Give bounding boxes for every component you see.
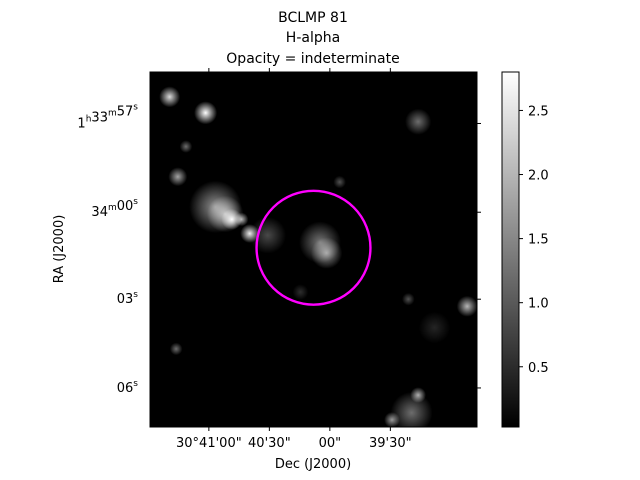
y-tick-label-1: 34m00s <box>91 197 138 220</box>
y-tick-label-2: 03s <box>117 290 139 307</box>
x-axis-label: Dec (J2000) <box>275 457 351 472</box>
image-source-3 <box>168 167 188 187</box>
aperture-circle <box>255 189 372 306</box>
image-source-0 <box>159 86 181 108</box>
image-sources <box>159 86 477 427</box>
chart-title-line-2: H-alpha <box>286 30 340 46</box>
chart-title-line-1: BCLMP 81 <box>278 10 348 26</box>
image-source-21 <box>418 311 451 344</box>
image-frame <box>149 71 478 428</box>
colorbar <box>501 71 520 428</box>
image-source-1 <box>194 101 218 125</box>
x-tick-label-0: 30°41'00" <box>176 436 242 451</box>
colorbar-tick-label-4: 2.5 <box>528 104 549 119</box>
image-source-14 <box>402 292 415 306</box>
image-source-2 <box>179 140 193 153</box>
x-tick-label-3: 39'30" <box>369 436 412 451</box>
x-tick-label-2: 00" <box>319 436 342 451</box>
colorbar-ticks: 0.5 1.0 1.5 2.0 2.5 <box>519 104 549 376</box>
y-axis-label: RA (J2000) <box>52 215 67 284</box>
image-source-16 <box>169 342 183 356</box>
image-source-18 <box>390 391 433 427</box>
image-source-12 <box>333 175 346 189</box>
chart-title-line-3: Opacity = indeterminate <box>226 51 399 67</box>
image-source-9 <box>249 216 287 254</box>
image-source-6 <box>221 208 243 230</box>
y-axis: 1h33m57s 34m00s 03s 06s <box>77 102 481 396</box>
image-source-20 <box>292 284 309 300</box>
image-source-19 <box>384 412 400 427</box>
colorbar-tick-label-0: 0.5 <box>528 361 549 376</box>
y-tick-label-0: 1h33m57s <box>77 102 138 131</box>
image-source-11 <box>310 237 343 269</box>
image-source-15 <box>456 295 477 317</box>
x-axis: 30°41'00" 40'30" 00" 39'30" <box>176 68 412 451</box>
image-source-7 <box>234 212 249 227</box>
colorbar-tick-label-2: 1.5 <box>528 233 549 248</box>
image-source-13 <box>405 108 432 135</box>
y-tick-label-3: 06s <box>117 379 139 396</box>
colorbar-tick-label-3: 2.0 <box>528 169 549 184</box>
x-tick-label-1: 40'30" <box>248 436 291 451</box>
colorbar-tick-label-1: 1.0 <box>528 297 549 312</box>
